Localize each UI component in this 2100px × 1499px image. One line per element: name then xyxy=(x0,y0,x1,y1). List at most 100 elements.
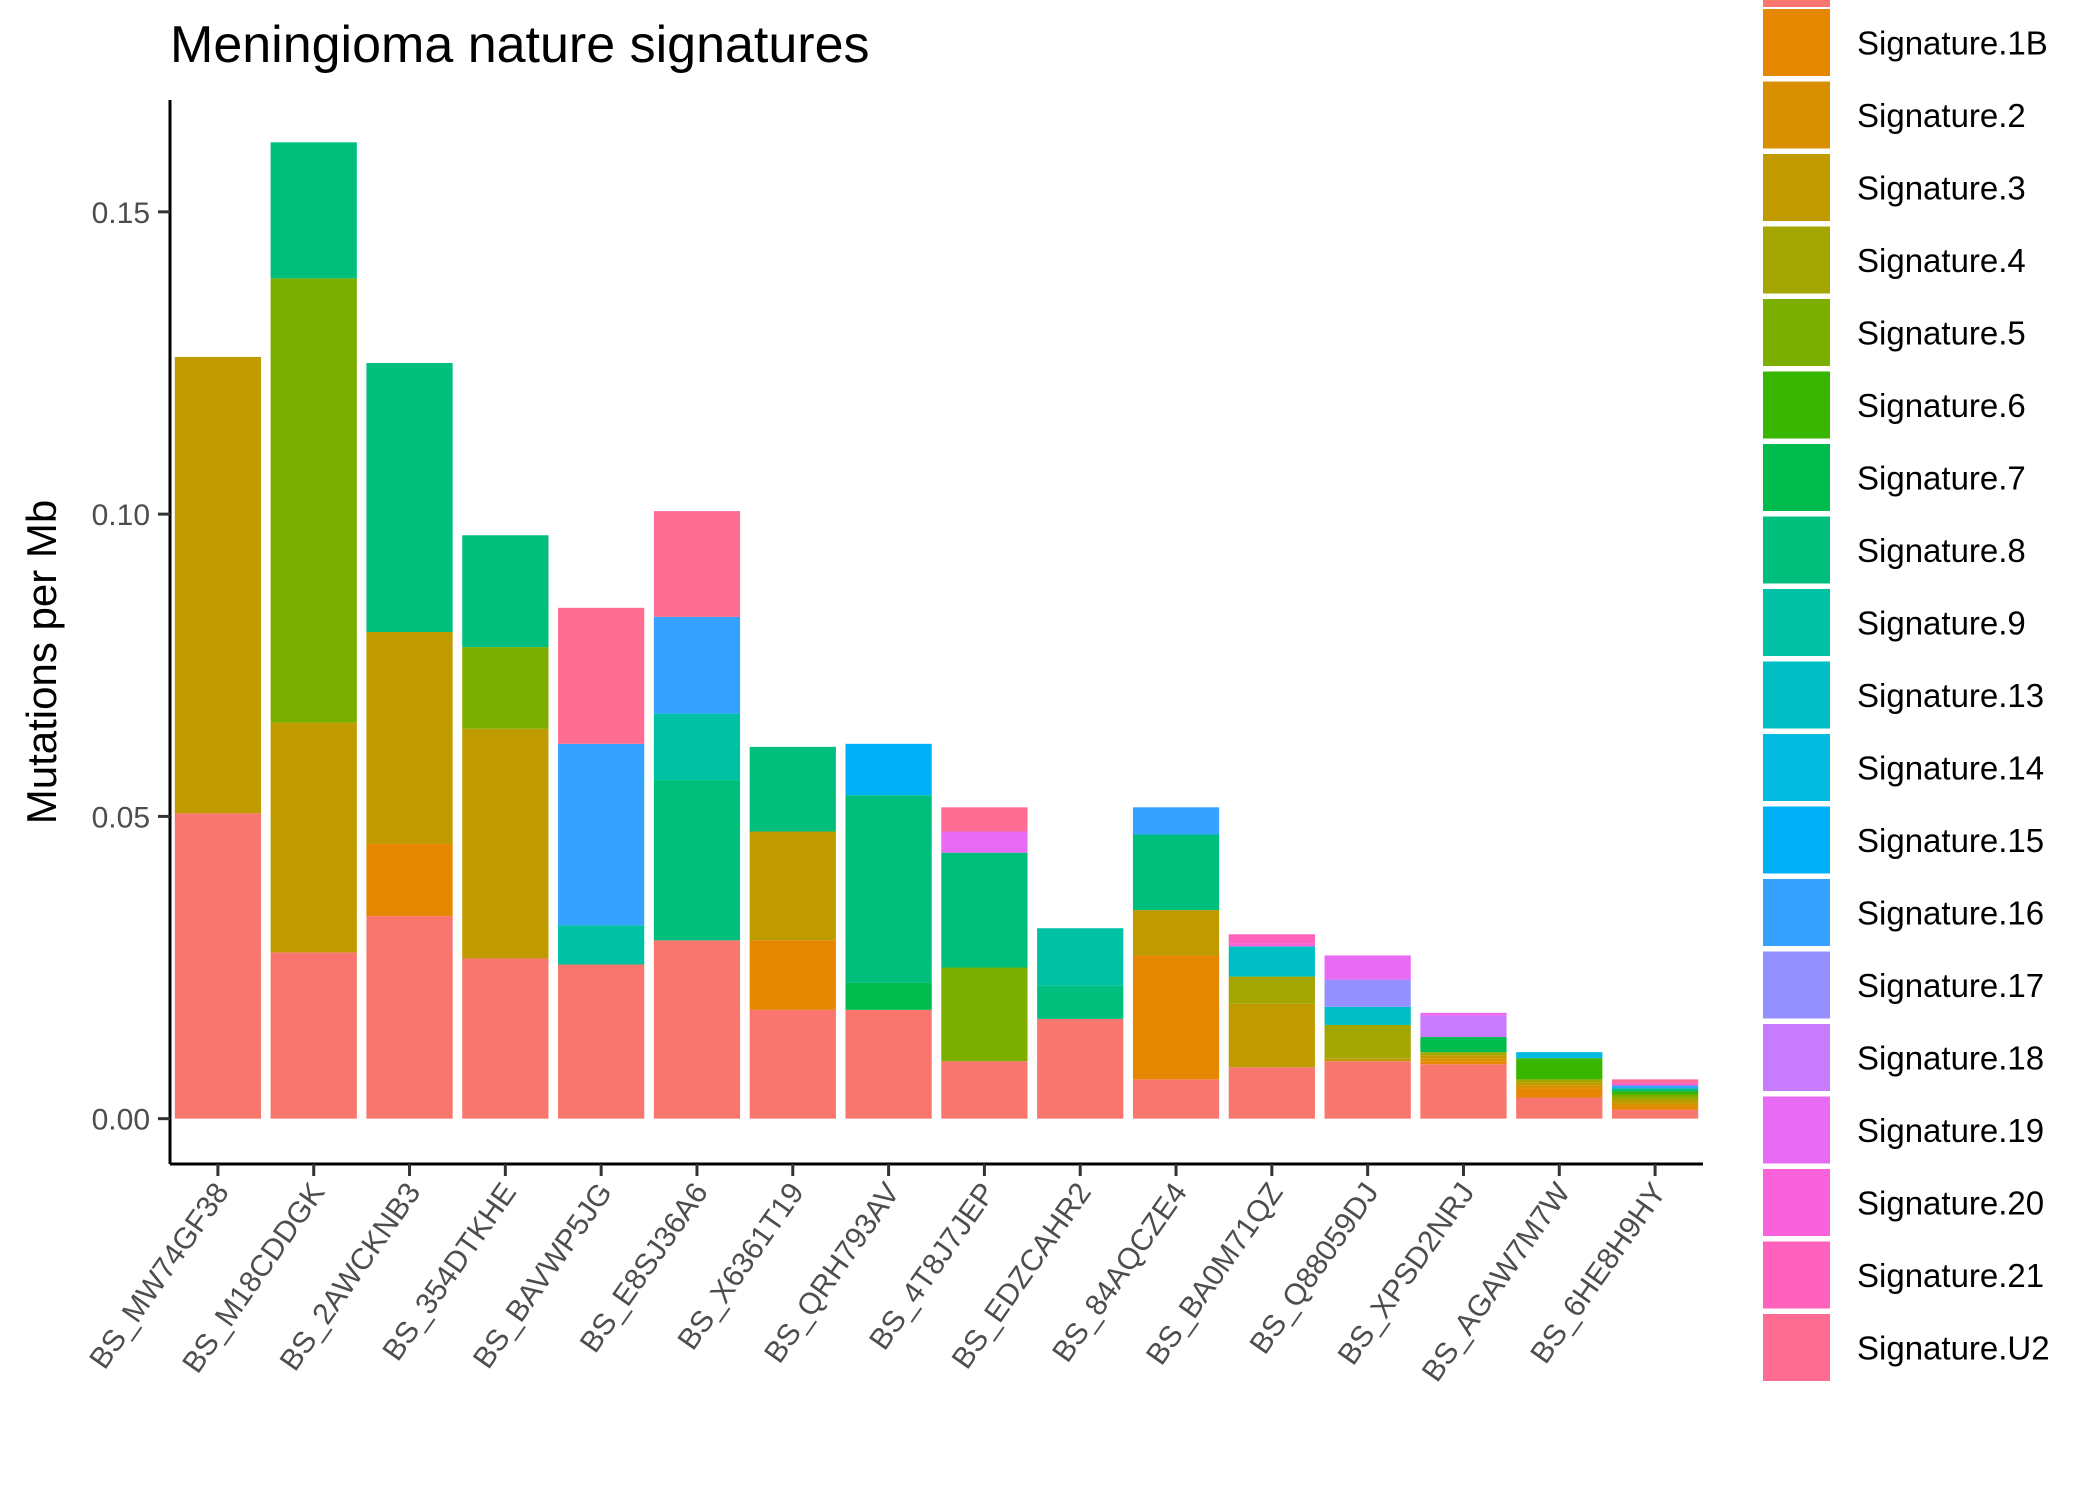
legend-label: Signature.14 xyxy=(1857,750,2044,787)
bar-segment-BS_M18CDDGK-signature-5 xyxy=(270,278,357,723)
bar-segment-BS_X6361T19-signature-3 xyxy=(749,831,836,941)
bar-segment-BS_BA0M71QZ-signature-21 xyxy=(1228,934,1315,944)
y-tick-label: 0.00 xyxy=(92,1104,150,1137)
bar-segment-BS_EDZCAHR2-signature-9 xyxy=(1037,928,1124,986)
bar-segment-BS_X6361T19-signature-1a xyxy=(749,1009,836,1119)
bar-segment-BS_Q88059DJ-signature-13 xyxy=(1324,1006,1411,1025)
legend-label: Signature.9 xyxy=(1857,605,2026,642)
bar-segment-BS_AGAW7M7W-signature-1b xyxy=(1516,1088,1603,1098)
bar-segment-BS_EDZCAHR2-signature-1a xyxy=(1037,1018,1124,1119)
legend-key-signature-1a xyxy=(1763,0,1830,7)
legend-label: Signature.5 xyxy=(1857,315,2026,352)
legend-label: Signature.18 xyxy=(1857,1040,2044,1077)
y-axis-title: Mutations per Mb xyxy=(18,500,65,824)
bar-segment-BS_QRH793AV-signature-15 xyxy=(845,743,932,796)
bar-segment-BS_354DTKHE-signature-1a xyxy=(462,958,549,1119)
legend-key-signature-20 xyxy=(1763,1169,1830,1236)
legend-label: Signature.1B xyxy=(1857,25,2048,62)
bars-layer xyxy=(174,142,1699,1119)
legend-label: Signature.U2 xyxy=(1857,1330,2050,1367)
legend-label: Signature.6 xyxy=(1857,387,2026,424)
legend-key-signature-2 xyxy=(1763,81,1830,149)
bar-segment-BS_AGAW7M7W-signature-14 xyxy=(1516,1052,1603,1059)
bar-segment-BS_6HE8H9HY-signature-1a xyxy=(1611,1109,1699,1119)
legend: Signature.1B Signature.2 Signature.3 Signat… xyxy=(1763,0,2050,1381)
bar-segment-BS_BAVWP5JG-signature-16 xyxy=(558,743,645,926)
bar-segment-BS_6HE8H9HY-signature-21 xyxy=(1611,1082,1699,1086)
legend-label: Signature.2 xyxy=(1857,97,2026,134)
bar-segment-BS_6HE8H9HY-signature-5 xyxy=(1611,1094,1699,1098)
bar-segment-BS_2AWCKNB3-signature-3 xyxy=(366,632,453,844)
bar-segment-BS_84AQCZE4-signature-16 xyxy=(1132,807,1220,835)
bar-segment-BS_QRH793AV-signature-1a xyxy=(845,1009,932,1119)
bar-segment-BS_XPSD2NRJ-signature-3 xyxy=(1420,1055,1507,1059)
bar-segment-BS_6HE8H9HY-signature-u2 xyxy=(1611,1079,1699,1083)
legend-key-signature-4 xyxy=(1763,226,1830,294)
bar-segment-BS_4T8J7JEP-signature-1a xyxy=(941,1061,1028,1119)
bar-segment-BS_4T8J7JEP-signature-5 xyxy=(941,967,1028,1062)
bar-segment-BS_BAVWP5JG-signature-9 xyxy=(558,925,645,965)
y-tick-label: 0.10 xyxy=(92,499,150,532)
legend-key-signature-21 xyxy=(1763,1241,1830,1309)
bar-segment-BS_BA0M71QZ-signature-3 xyxy=(1228,1003,1315,1068)
bar-segment-BS_6HE8H9HY-signature-16 xyxy=(1611,1085,1699,1089)
legend-label: Signature.15 xyxy=(1857,822,2044,859)
bar-segment-BS_M18CDDGK-signature-1a xyxy=(270,952,357,1119)
bar-segment-BS_QRH793AV-signature-8 xyxy=(845,795,932,983)
bar-segment-BS_Q88059DJ-signature-1a xyxy=(1324,1061,1411,1119)
bar-segment-BS_6HE8H9HY-signature-6 xyxy=(1611,1091,1699,1095)
bar-segment-BS_6HE8H9HY-signature-4 xyxy=(1611,1097,1699,1101)
bar-segment-BS_4T8J7JEP-signature-19 xyxy=(941,831,1028,853)
bar-segment-BS_2AWCKNB3-signature-1a xyxy=(366,916,453,1119)
legend-key-signature-9 xyxy=(1763,589,1830,656)
legend-key-signature-13 xyxy=(1763,661,1830,729)
legend-key-signature-1b xyxy=(1763,9,1830,76)
bar-segment-BS_354DTKHE-signature-3 xyxy=(462,728,549,959)
bar-segment-BS_Q88059DJ-signature-3 xyxy=(1324,1058,1411,1062)
bar-segment-BS_AGAW7M7W-signature-3 xyxy=(1516,1082,1603,1086)
bar-segment-BS_BAVWP5JG-signature-1a xyxy=(558,964,645,1119)
bar-segment-BS_BA0M71QZ-signature-4 xyxy=(1228,976,1315,1004)
bar-segment-BS_2AWCKNB3-signature-8 xyxy=(366,362,453,632)
legend-key-signature-18 xyxy=(1763,1024,1830,1091)
bar-segment-BS_X6361T19-signature-1b xyxy=(749,940,836,1010)
legend-label: Signature.8 xyxy=(1857,532,2026,569)
legend-key-signature-8 xyxy=(1763,516,1830,584)
legend-key-signature-u2 xyxy=(1763,1314,1830,1381)
bar-segment-BS_Q88059DJ-signature-17 xyxy=(1324,979,1411,1007)
legend-label: Signature.3 xyxy=(1857,170,2026,207)
legend-key-signature-3 xyxy=(1763,154,1830,221)
legend-label: Signature.13 xyxy=(1857,677,2044,714)
y-tick-label: 0.05 xyxy=(92,801,150,834)
chart-title: Meningioma nature signatures xyxy=(170,16,870,74)
bar-segment-BS_QRH793AV-signature-7 xyxy=(845,982,932,1010)
bar-segment-BS_E8SJ36A6-signature-8 xyxy=(653,780,741,941)
legend-key-signature-15 xyxy=(1763,806,1830,874)
bar-segment-BS_BA0M71QZ-signature-13 xyxy=(1228,946,1315,977)
legend-key-signature-5 xyxy=(1763,299,1830,366)
bar-segment-BS_MW74GF38-signature-1a xyxy=(174,813,262,1119)
bar-segment-BS_XPSD2NRJ-signature-2 xyxy=(1420,1058,1507,1062)
bar-segment-BS_E8SJ36A6-signature-9 xyxy=(653,713,741,781)
bar-segment-BS_XPSD2NRJ-signature-19 xyxy=(1420,1012,1507,1016)
bar-segment-BS_Q88059DJ-signature-19 xyxy=(1324,955,1411,980)
bar-segment-BS_M18CDDGK-signature-3 xyxy=(270,722,357,953)
legend-label: Signature.7 xyxy=(1857,460,2026,497)
bar-segment-BS_E8SJ36A6-signature-1a xyxy=(653,940,741,1119)
bar-segment-BS_84AQCZE4-signature-3 xyxy=(1132,910,1220,956)
bar-segment-BS_Q88059DJ-signature-4 xyxy=(1324,1024,1411,1059)
bar-segment-BS_XPSD2NRJ-signature-1b xyxy=(1420,1061,1507,1065)
bar-segment-BS_AGAW7M7W-signature-6 xyxy=(1516,1058,1603,1080)
bar-segment-BS_6HE8H9HY-signature-2 xyxy=(1611,1103,1699,1107)
bar-segment-BS_XPSD2NRJ-signature-4 xyxy=(1420,1052,1507,1056)
legend-label: Signature.17 xyxy=(1857,967,2044,1004)
y-tick-label: 0.15 xyxy=(92,197,150,230)
bar-segment-BS_AGAW7M7W-signature-2 xyxy=(1516,1085,1603,1089)
bar-segment-BS_354DTKHE-signature-5 xyxy=(462,647,549,729)
bar-segment-BS_6HE8H9HY-signature-1b xyxy=(1611,1106,1699,1110)
legend-label: Signature.21 xyxy=(1857,1257,2044,1294)
bar-segment-BS_84AQCZE4-signature-8 xyxy=(1132,834,1220,911)
legend-label: Signature.20 xyxy=(1857,1185,2044,1222)
bar-segment-BS_BA0M71QZ-signature-20 xyxy=(1228,943,1315,947)
bar-segment-BS_BAVWP5JG-signature-u2 xyxy=(558,607,645,744)
